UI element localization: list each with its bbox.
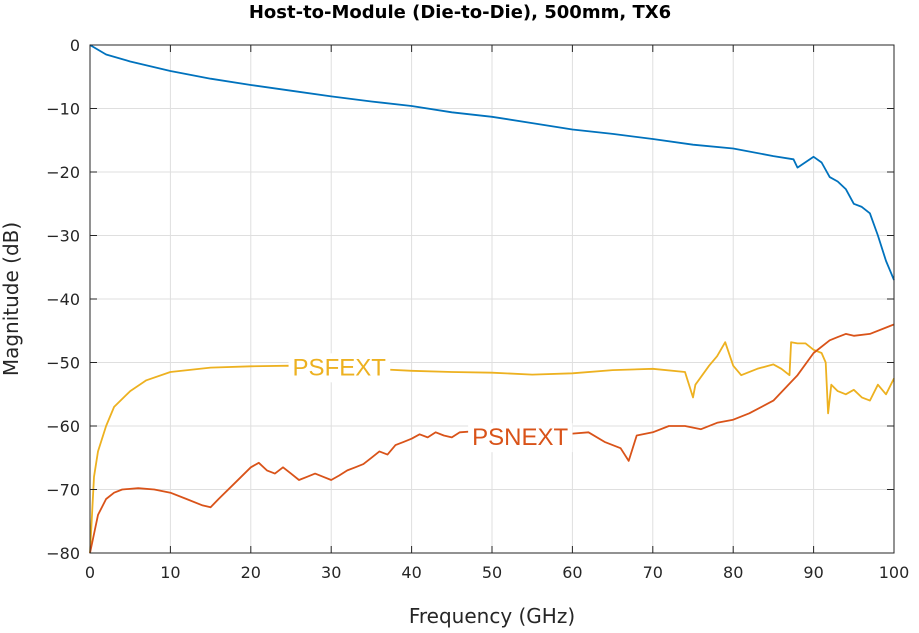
ticks: 0 10 20 30 40 50 60 70 80 90 100 0 −10 −20 −30 −40 −50 −6… — [46, 36, 909, 582]
y-tick-label: −60 — [46, 417, 80, 436]
annotation-background — [288, 353, 391, 383]
annotation-background — [468, 423, 573, 453]
y-tick-label: −50 — [46, 354, 80, 373]
x-tick-label: 20 — [241, 563, 261, 582]
series-group — [89, 44, 895, 554]
series-line-2 — [89, 323, 895, 554]
x-tick-label: 40 — [401, 563, 421, 582]
x-tick-label: 30 — [321, 563, 341, 582]
series-annotation: PSFEXT — [293, 354, 387, 381]
x-tick-label: 50 — [482, 563, 502, 582]
x-tick-label: 60 — [562, 563, 582, 582]
y-tick-label: −40 — [46, 290, 80, 309]
y-tick-label: −20 — [46, 163, 80, 182]
x-tick-label: 0 — [85, 563, 95, 582]
x-tick-label: 10 — [160, 563, 180, 582]
series-line-1 — [89, 341, 895, 554]
x-tick-label: 100 — [879, 563, 910, 582]
y-tick-label: 0 — [70, 36, 80, 55]
series-annotation: PSNEXT — [472, 424, 568, 451]
annotation-group: PSFEXT PSNEXT — [288, 353, 573, 453]
y-tick-label: −70 — [46, 481, 80, 500]
series-line-0 — [89, 44, 895, 281]
chart-title: Host-to-Module (Die-to-Die), 500mm, TX6 — [249, 2, 671, 23]
x-axis-label: Frequency (GHz) — [409, 604, 575, 628]
x-tick-label: 80 — [723, 563, 743, 582]
x-tick-label: 90 — [803, 563, 823, 582]
x-tick-label: 70 — [643, 563, 663, 582]
y-tick-label: −30 — [46, 227, 80, 246]
y-tick-label: −80 — [46, 544, 80, 563]
y-axis-label: Magnitude (dB) — [0, 222, 23, 376]
y-tick-label: −10 — [46, 100, 80, 119]
